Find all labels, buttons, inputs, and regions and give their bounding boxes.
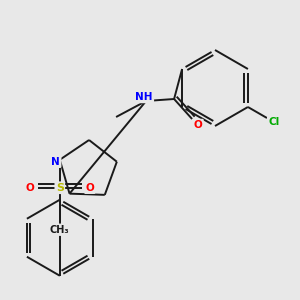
Text: NH: NH	[135, 92, 153, 102]
Text: CH₃: CH₃	[50, 225, 70, 235]
Text: Cl: Cl	[268, 117, 280, 127]
Text: N: N	[51, 157, 60, 167]
Text: S: S	[56, 183, 64, 193]
Text: O: O	[26, 183, 34, 193]
Text: O: O	[85, 183, 94, 193]
Text: O: O	[194, 120, 203, 130]
